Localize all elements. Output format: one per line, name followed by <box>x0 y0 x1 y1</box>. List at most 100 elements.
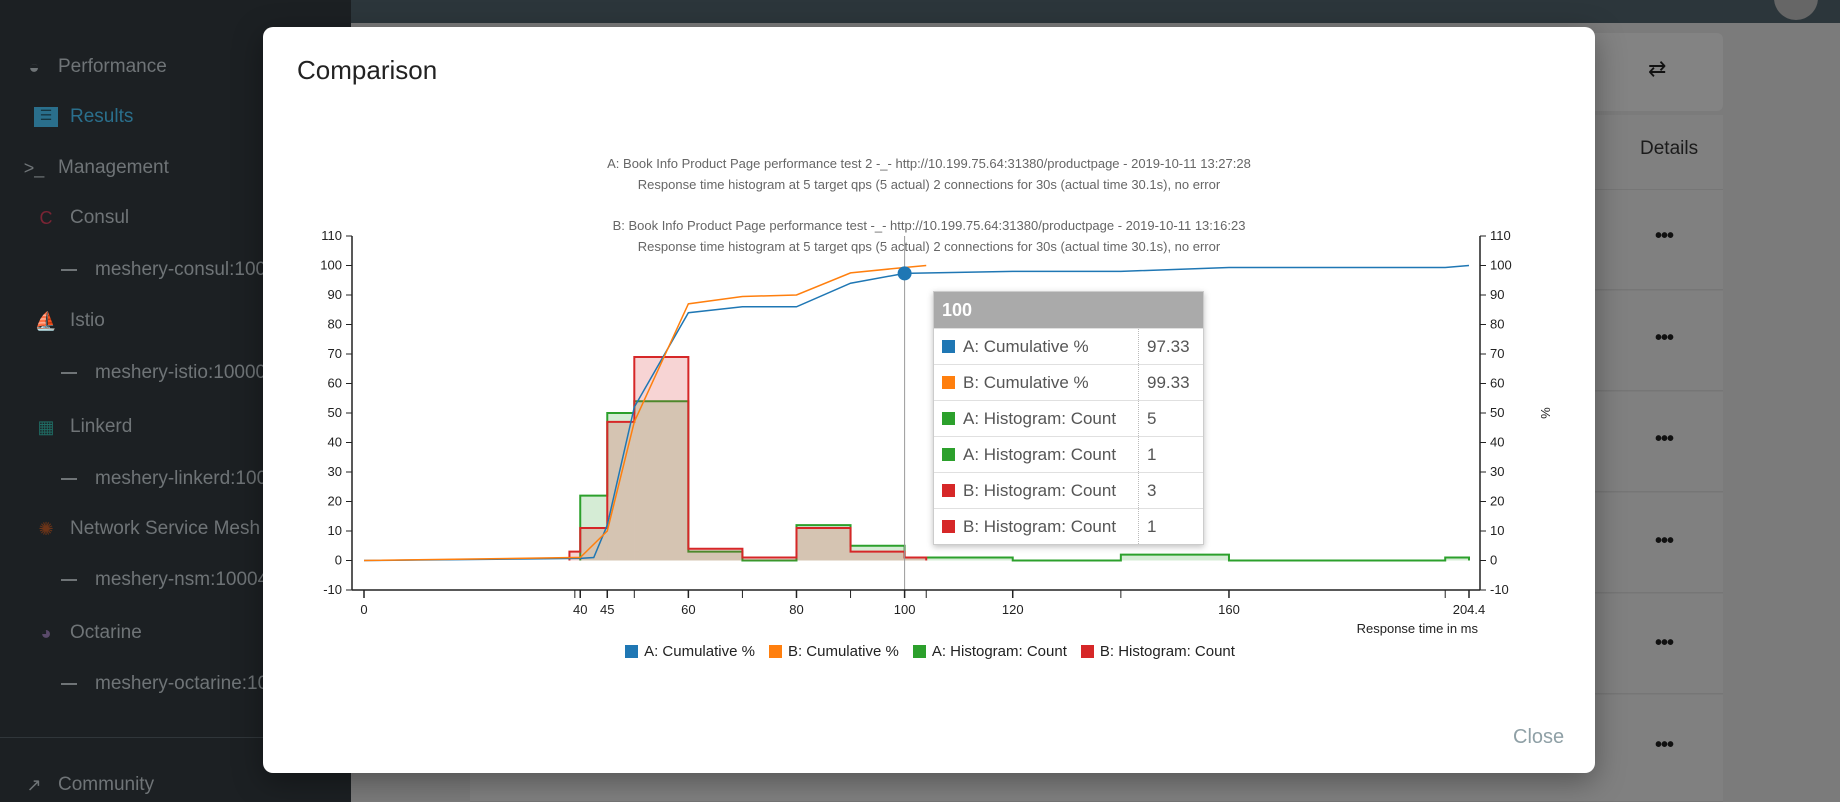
y-tick-label-left: 20 <box>328 494 342 509</box>
histogram-bar <box>904 557 1013 561</box>
tooltip-value: 99.33 <box>1147 372 1190 392</box>
y-tick-label-left: 80 <box>328 317 342 332</box>
sidebar-item-linkerd[interactable]: ▦ Linkerd <box>34 416 132 438</box>
cumulative-line <box>363 264 927 562</box>
sidebar-item-meshery-nsm[interactable]: meshery-nsm:10004 <box>61 569 268 591</box>
legend-label: A: Cumulative % <box>644 643 755 660</box>
legend-label: B: Histogram: Count <box>1099 643 1235 660</box>
dash-icon <box>61 579 77 581</box>
sidebar-item-meshery-consul[interactable]: meshery-consul:100 <box>61 259 266 281</box>
tooltip-value: 1 <box>1147 516 1157 536</box>
y-tick-label-left: 50 <box>328 405 342 420</box>
tooltip-row: B: Histogram: Count 3 <box>934 472 1203 508</box>
y-tick-label-left: 10 <box>328 523 342 538</box>
tooltip-value: 3 <box>1147 480 1157 500</box>
tooltip-value: 1 <box>1147 444 1157 464</box>
y-tick-label-right: -10 <box>1490 582 1509 597</box>
nsm-icon: ✺ <box>38 519 54 539</box>
y-axis-label: % <box>1538 407 1553 419</box>
y-tick-label-right: 30 <box>1490 464 1504 479</box>
sidebar-item-label: Network Service Mesh <box>70 518 261 539</box>
tooltip-series: B: Cumulative % <box>934 365 1139 400</box>
sidebar-item-label: Istio <box>70 310 105 331</box>
histogram-bar <box>569 551 581 561</box>
sidebar-item-meshery-linkerd[interactable]: meshery-linkerd:100 <box>61 468 267 490</box>
external-link-icon: ↗ <box>26 775 42 795</box>
close-button[interactable]: Close <box>1513 726 1565 748</box>
dash-icon <box>61 683 77 685</box>
consul-icon: C <box>39 208 53 228</box>
legend-item-a-histogram[interactable]: A: Histogram: Count <box>912 643 1067 660</box>
sidebar-item-results[interactable]: ☰ Results <box>34 106 133 128</box>
sidebar-item-octarine[interactable]: ◕ Octarine <box>34 622 142 644</box>
avatar[interactable] <box>1774 0 1818 20</box>
histogram-bar <box>850 545 905 561</box>
sidebar-item-nsm[interactable]: ✺ Network Service Mesh <box>34 518 260 540</box>
y-tick-label-right: 110 <box>1490 228 1511 243</box>
tooltip-series-name: B: Cumulative % <box>963 372 1089 392</box>
chart-subtitle-a-details: Response time histogram at 5 target qps … <box>637 177 1221 192</box>
legend-item-b-histogram[interactable]: B: Histogram: Count <box>1080 643 1235 660</box>
sidebar-item-label: meshery-istio:10000 <box>95 362 267 383</box>
tooltip-series-name: B: Histogram: Count <box>963 516 1117 536</box>
sidebar-item-management[interactable]: >_ Management <box>22 157 169 179</box>
sidebar-item-label: Linkerd <box>70 416 133 437</box>
sidebar-item-community[interactable]: ↗ Community <box>22 774 154 796</box>
y-tick-label-right: 60 <box>1490 376 1504 391</box>
dash-icon <box>61 478 77 480</box>
speedometer-icon: ◒ <box>28 57 40 77</box>
y-tick-label-left: 100 <box>320 258 342 273</box>
compare-arrows-icon[interactable]: ⇄ <box>1648 56 1667 81</box>
legend-item-b-cumulative[interactable]: B: Cumulative % <box>768 643 899 660</box>
x-axis-label: Response time in ms <box>1357 621 1479 636</box>
x-tick-label: 160 <box>1218 602 1240 617</box>
tooltip-series: A: Cumulative % <box>934 329 1139 364</box>
legend-item-a-cumulative[interactable]: A: Cumulative % <box>625 643 755 660</box>
sidebar-item-label: Octarine <box>70 622 142 643</box>
tooltip-series-name: A: Histogram: Count <box>963 408 1117 428</box>
legend-label: B: Cumulative % <box>787 643 899 660</box>
y-tick-label-right: 100 <box>1490 258 1512 273</box>
y-tick-label-left: 110 <box>321 228 342 243</box>
row-menu-button[interactable]: ••• <box>1655 734 1674 756</box>
sidebar-item-performance[interactable]: ◒ Performance <box>22 56 167 78</box>
sidebar-item-label: meshery-linkerd:100 <box>95 468 268 489</box>
sidebar-divider <box>0 737 351 738</box>
series-swatch <box>942 484 955 497</box>
chart-subtitle-a: A: Book Info Product Page performance te… <box>607 156 1251 171</box>
terminal-icon: >_ <box>23 158 45 178</box>
row-menu-button[interactable]: ••• <box>1655 530 1674 552</box>
row-menu-button[interactable]: ••• <box>1655 225 1674 247</box>
dialog-title: Comparison <box>297 55 438 85</box>
sidebar-item-istio[interactable]: ⛵ Istio <box>34 310 105 332</box>
sidebar-item-label: meshery-nsm:10004 <box>95 569 269 590</box>
y-tick-label-right: 40 <box>1490 435 1504 450</box>
tooltip-row: A: Cumulative % 97.33 <box>934 328 1203 364</box>
row-menu-button[interactable]: ••• <box>1655 428 1674 450</box>
sidebar-item-meshery-istio[interactable]: meshery-istio:10000 <box>61 362 266 384</box>
histogram-bar <box>634 356 689 561</box>
tooltip-series: A: Histogram: Count <box>934 437 1139 472</box>
series-swatch <box>942 340 955 353</box>
series-swatch <box>942 448 955 461</box>
y-tick-label-right: 10 <box>1490 523 1504 538</box>
histogram-bar <box>850 551 905 561</box>
sidebar-item-meshery-octarine[interactable]: meshery-octarine:10 <box>61 673 268 695</box>
sidebar-item-label: Performance <box>58 56 167 77</box>
histogram-bar <box>904 557 927 561</box>
tooltip-value: 97.33 <box>1147 336 1190 356</box>
tooltip-header: 100 <box>934 292 1203 328</box>
histogram-bar <box>742 557 797 561</box>
dash-icon <box>61 269 77 271</box>
tooltip-value: 5 <box>1147 408 1157 428</box>
x-tick-label: 40 <box>573 602 587 617</box>
row-menu-button[interactable]: ••• <box>1655 632 1674 654</box>
row-menu-button[interactable]: ••• <box>1655 327 1674 349</box>
sidebar-item-consul[interactable]: C Consul <box>34 207 130 229</box>
tooltip-series-name: A: Cumulative % <box>963 336 1089 356</box>
histogram-bar <box>688 551 743 561</box>
legend-swatch <box>768 645 782 658</box>
tooltip-row: A: Histogram: Count 1 <box>934 436 1203 472</box>
dash-icon <box>61 372 77 374</box>
